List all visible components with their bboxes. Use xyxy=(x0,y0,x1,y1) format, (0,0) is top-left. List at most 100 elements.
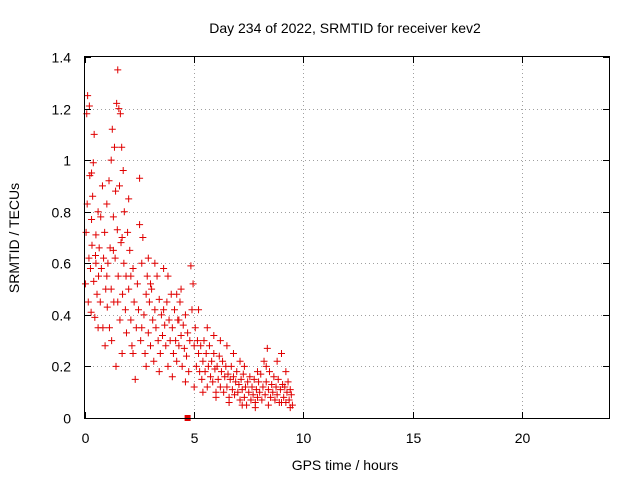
data-point xyxy=(253,393,261,401)
data-point xyxy=(180,344,188,352)
data-point xyxy=(286,404,294,412)
data-point xyxy=(112,362,120,370)
data-point xyxy=(113,226,121,234)
data-point xyxy=(144,329,152,337)
data-point xyxy=(236,396,244,404)
y-axis-label: SRMTID / TECUs xyxy=(6,183,22,293)
data-point xyxy=(103,200,111,208)
data-point xyxy=(282,368,290,376)
data-point xyxy=(186,337,194,345)
data-point xyxy=(199,388,207,396)
data-point xyxy=(91,252,99,260)
data-point xyxy=(110,143,118,151)
data-point xyxy=(156,350,164,358)
data-point xyxy=(140,311,148,319)
data-point xyxy=(203,383,211,391)
data-point xyxy=(267,393,275,401)
data-point xyxy=(97,213,105,221)
data-point xyxy=(118,234,126,241)
data-point xyxy=(276,386,284,394)
data-point xyxy=(88,215,96,223)
data-point xyxy=(127,272,135,280)
data-point xyxy=(165,316,173,324)
data-point xyxy=(263,344,271,352)
data-point xyxy=(274,375,282,383)
data-point xyxy=(127,316,135,324)
data-point xyxy=(115,105,123,113)
y-tick-label: 1.2 xyxy=(52,102,72,118)
data-point xyxy=(144,254,152,262)
data-point xyxy=(236,357,244,365)
data-point xyxy=(208,357,216,365)
data-point xyxy=(113,99,121,107)
axis-ticks xyxy=(85,57,609,419)
x-tick-label: 20 xyxy=(515,430,531,446)
data-point xyxy=(90,277,98,285)
data-point xyxy=(160,306,168,314)
data-point xyxy=(248,383,256,391)
data-point xyxy=(213,362,221,370)
data-point xyxy=(121,306,129,314)
data-point xyxy=(111,254,119,262)
data-point xyxy=(212,393,220,401)
data-point xyxy=(247,396,255,404)
x-tick-label: 0 xyxy=(82,430,90,446)
data-point xyxy=(143,272,151,280)
data-point xyxy=(86,264,94,272)
data-point xyxy=(258,396,266,404)
axis-tick-labels: 0 0.2 0.4 0.6 0.8 1 1.2 1.4 0 5 10 15 20 xyxy=(52,50,531,447)
data-point xyxy=(100,254,108,262)
data-point xyxy=(176,298,184,306)
data-point xyxy=(85,254,93,262)
data-point xyxy=(251,404,259,412)
data-point xyxy=(189,280,197,288)
y-tick-label: 0 xyxy=(63,411,71,427)
data-point xyxy=(119,290,127,298)
data-point xyxy=(249,391,257,399)
data-point xyxy=(205,342,213,350)
data-point xyxy=(253,368,261,376)
data-point xyxy=(151,306,159,314)
data-point xyxy=(160,264,168,272)
data-point xyxy=(264,401,272,409)
data-point xyxy=(264,386,272,394)
data-point xyxy=(239,370,247,378)
data-point xyxy=(210,350,218,358)
data-point xyxy=(139,234,147,241)
data-point xyxy=(151,259,159,267)
data-point xyxy=(163,298,171,306)
data-point xyxy=(178,362,186,370)
data-point xyxy=(115,182,123,190)
data-point xyxy=(93,290,101,298)
data-point xyxy=(259,383,267,391)
data-point xyxy=(133,280,141,288)
data-point xyxy=(138,259,146,267)
data-point xyxy=(114,298,122,306)
y-tick-label: 0.6 xyxy=(52,256,72,272)
data-point xyxy=(271,396,279,404)
data-point xyxy=(216,337,224,345)
x-tick-label: 10 xyxy=(296,430,312,446)
data-point xyxy=(92,231,100,239)
data-point xyxy=(88,241,96,249)
data-point xyxy=(191,324,199,332)
data-point xyxy=(89,192,97,200)
data-point xyxy=(210,331,218,339)
chart-title: Day 234 of 2022, SRMTID for receiver kev… xyxy=(209,20,481,36)
data-point xyxy=(209,378,217,386)
data-point xyxy=(286,386,294,394)
data-point xyxy=(220,388,228,396)
data-point xyxy=(81,280,89,288)
data-point xyxy=(162,342,170,350)
data-point xyxy=(114,272,122,280)
data-point xyxy=(285,396,293,404)
data-point xyxy=(125,195,133,203)
data-point xyxy=(241,383,249,391)
data-point xyxy=(216,383,224,391)
data-point xyxy=(223,383,231,391)
data-point xyxy=(192,362,200,370)
data-point xyxy=(177,331,185,339)
data-point xyxy=(138,324,146,332)
data-point xyxy=(195,306,203,314)
data-point xyxy=(200,337,208,345)
